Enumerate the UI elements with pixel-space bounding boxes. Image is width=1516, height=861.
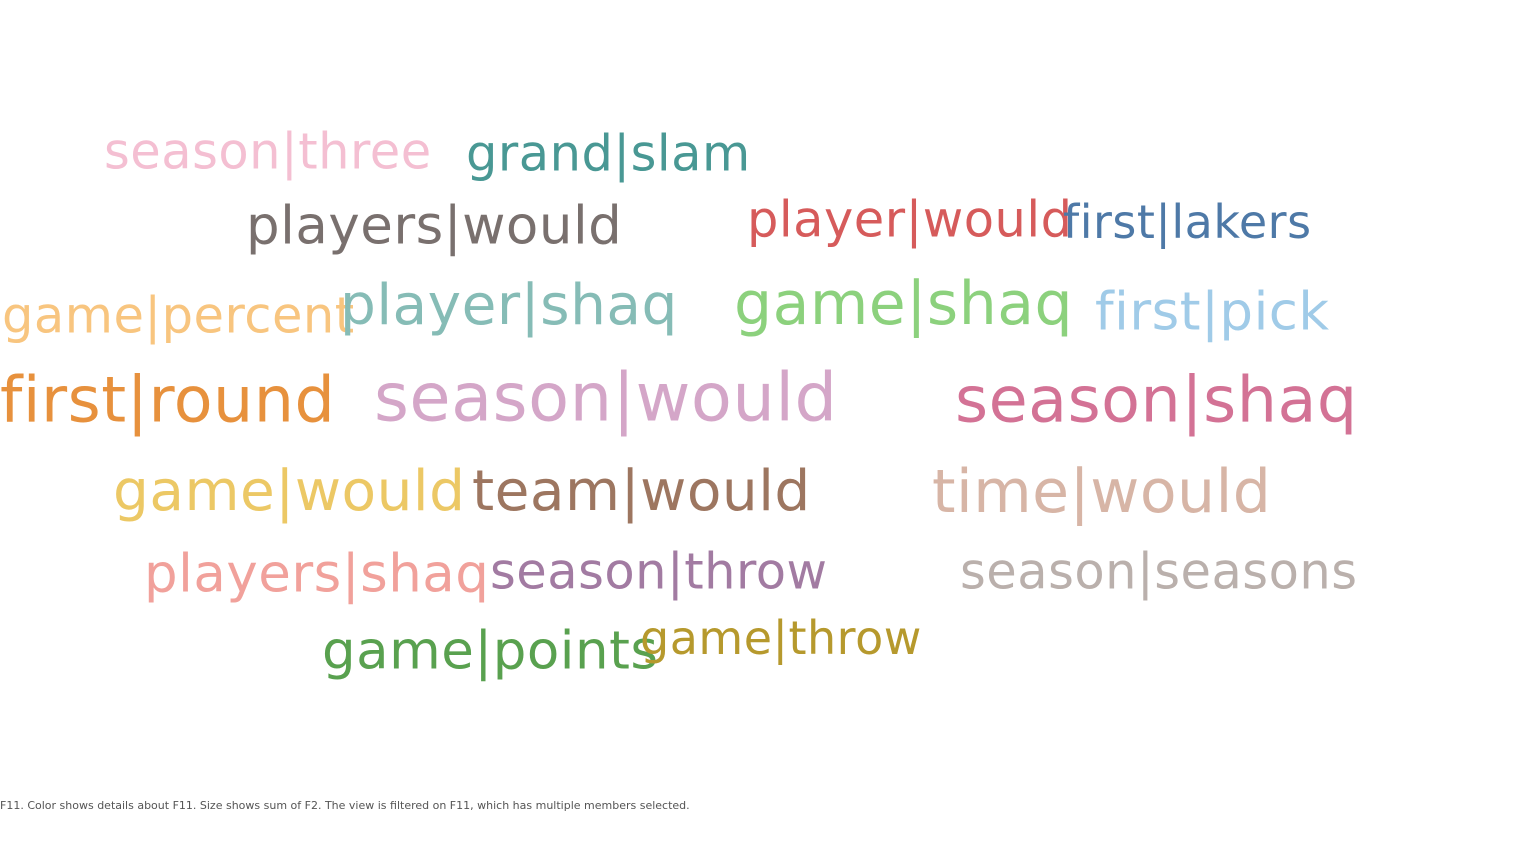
word-season-throw: season|throw [490,542,828,601]
word-season-would: season|would [374,358,838,437]
word-player-would: player|would [747,190,1073,249]
word-first-pick: first|pick [1095,281,1330,343]
word-first-round: first|round [0,362,336,437]
word-grand-slam: grand|slam [466,124,751,183]
word-time-would: time|would [932,457,1272,527]
word-season-shaq: season|shaq [955,362,1358,437]
word-players-shaq: players|shaq [144,543,490,605]
word-team-would: team|would [472,458,811,524]
word-game-throw: game|throw [640,611,922,665]
word-season-seasons: season|seasons [960,542,1358,601]
word-player-shaq: player|shaq [340,272,678,338]
word-cloud: season|three grand|slam players|would playe… [0,122,1358,682]
word-game-would: game|would [113,458,466,524]
word-game-percent: game|percent [2,286,355,345]
word-season-three: season|three [104,122,432,181]
word-game-points: game|points [322,620,659,682]
chart-caption: F11. Color shows details about F11. Size… [0,799,690,812]
word-players-would: players|would [246,195,623,257]
word-game-shaq: game|shaq [734,269,1074,339]
word-first-lakers: first|lakers [1063,195,1312,249]
